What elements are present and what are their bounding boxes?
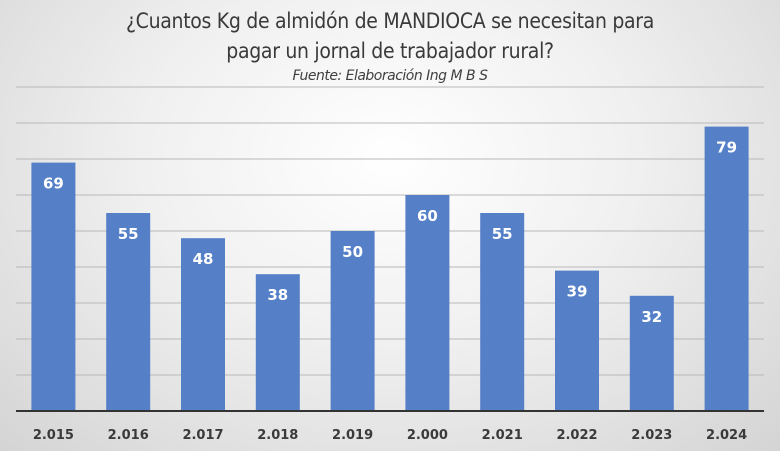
x-tick-label: 2.024 bbox=[706, 428, 747, 443]
chart-title-line-1: ¿Cuantos Kg de almidón de MANDIOCA se ne… bbox=[125, 9, 655, 33]
data-label: 38 bbox=[267, 286, 288, 304]
x-tick-label: 2.016 bbox=[108, 428, 149, 443]
bar-2.023 bbox=[629, 295, 674, 411]
x-tick-label: 2.017 bbox=[182, 428, 223, 443]
x-tick-label: 2.000 bbox=[407, 428, 448, 443]
data-label: 69 bbox=[43, 175, 64, 193]
bar-2.018 bbox=[255, 274, 300, 411]
bar-2.019 bbox=[330, 231, 375, 411]
x-tick-label: 2.018 bbox=[257, 428, 298, 443]
bar-2.017 bbox=[181, 238, 225, 411]
bar-2.022 bbox=[555, 270, 599, 411]
data-label: 55 bbox=[492, 225, 513, 243]
bar-2.000 bbox=[405, 195, 450, 411]
x-tick-label: 2.023 bbox=[631, 428, 672, 443]
bar-2.015 bbox=[31, 162, 76, 411]
chart-title: ¿Cuantos Kg de almidón de MANDIOCA se ne… bbox=[0, 6, 780, 66]
x-tick-label: 2.022 bbox=[556, 428, 597, 443]
bar-2.024 bbox=[704, 126, 749, 411]
chart-subtitle: Fuente: Elaboración Ing M B S bbox=[292, 68, 488, 84]
data-label: 39 bbox=[567, 283, 588, 301]
data-label: 50 bbox=[342, 243, 363, 261]
bar-2.016 bbox=[106, 213, 151, 411]
bar-2.021 bbox=[480, 213, 525, 411]
data-label: 32 bbox=[641, 308, 662, 326]
data-label: 79 bbox=[716, 139, 737, 157]
x-tick-label: 2.015 bbox=[33, 428, 74, 443]
data-label: 60 bbox=[417, 207, 438, 225]
data-label: 48 bbox=[193, 250, 214, 268]
chart-title-line-2: pagar un jornal de trabajador rural? bbox=[226, 39, 554, 63]
data-label: 55 bbox=[118, 225, 139, 243]
x-tick-label: 2.019 bbox=[332, 428, 373, 443]
x-tick-label: 2.021 bbox=[482, 428, 523, 443]
